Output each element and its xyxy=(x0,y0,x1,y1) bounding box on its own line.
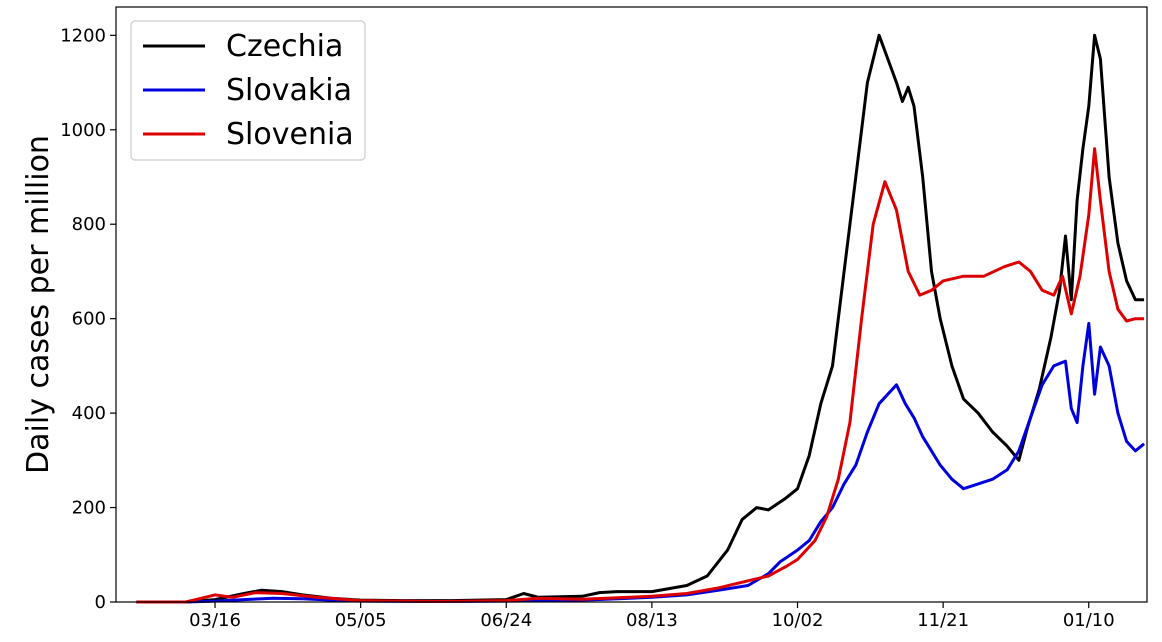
y-tick-label: 800 xyxy=(72,214,106,235)
x-tick-label: 03/16 xyxy=(189,610,241,631)
x-tick-label: 01/10 xyxy=(1063,610,1115,631)
legend-label: Czechia xyxy=(226,29,343,64)
x-tick-label: 06/24 xyxy=(480,610,532,631)
x-axis-ticks: 03/16 05/05 06/24 08/13 10/02 11/21 01/10 xyxy=(189,602,1115,631)
y-tick-label: 1000 xyxy=(60,120,106,141)
y-tick-label: 0 xyxy=(95,592,106,613)
y-axis-label: Daily cases per million xyxy=(21,135,56,474)
legend: Czechia Slovakia Slovenia xyxy=(130,20,366,161)
x-tick-label: 10/02 xyxy=(772,610,824,631)
y-axis-ticks: 0 200 400 600 800 1000 1200 xyxy=(60,25,116,613)
legend-box xyxy=(130,20,366,161)
plot-area-frame xyxy=(115,6,1148,603)
y-tick-label: 600 xyxy=(72,309,106,330)
legend-label: Slovenia xyxy=(226,117,354,152)
y-tick-label: 1200 xyxy=(60,25,106,46)
series-line-slovakia xyxy=(136,321,1146,604)
x-tick-label: 08/13 xyxy=(626,610,678,631)
series-line-slovenia xyxy=(136,147,1145,604)
legend-label: Slovakia xyxy=(226,73,352,108)
y-tick-label: 400 xyxy=(72,403,106,424)
x-tick-label: 05/05 xyxy=(335,610,387,631)
x-tick-label: 11/21 xyxy=(917,610,969,631)
y-tick-label: 200 xyxy=(72,498,106,519)
